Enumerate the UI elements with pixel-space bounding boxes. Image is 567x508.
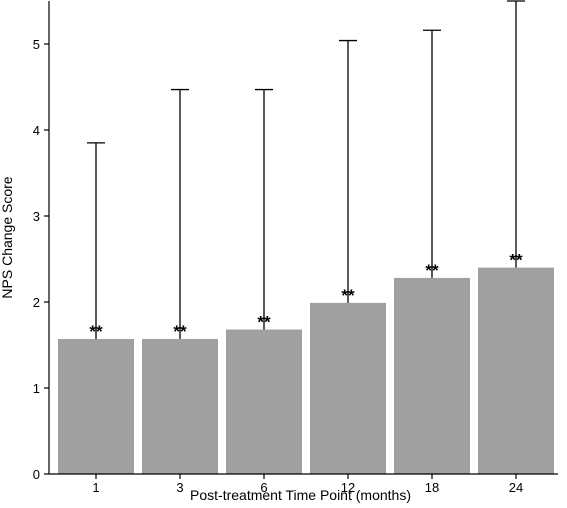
significance-label-24: ** [509, 251, 523, 270]
y-tick-label-4: 4 [33, 123, 40, 138]
y-tick-label-3: 3 [33, 209, 40, 224]
x-tick-label-1: 1 [92, 480, 99, 495]
y-tick-label-2: 2 [33, 295, 40, 310]
y-tick-label-5: 5 [33, 37, 40, 52]
bar-3 [142, 338, 218, 474]
error-bars-layer [87, 0, 525, 339]
bar-18 [394, 277, 470, 474]
x-axis-ticks: 1 3 6 12 18 24 [92, 474, 523, 495]
significance-label-3: ** [173, 322, 187, 341]
bar-1 [58, 338, 134, 474]
significance-label-6: ** [257, 313, 271, 332]
x-tick-label-12: 12 [341, 480, 355, 495]
x-axis-title: Post-treatment Time Point (months) [190, 487, 411, 503]
significance-labels-layer: ** ** ** ** ** ** [89, 251, 523, 341]
x-tick-label-18: 18 [425, 480, 439, 495]
bar-24 [478, 267, 554, 474]
significance-label-1: ** [89, 322, 103, 341]
y-axis-ticks: 0 1 2 3 4 5 [33, 37, 49, 482]
y-tick-label-0: 0 [33, 467, 40, 482]
bars-layer [58, 267, 554, 474]
x-tick-label-3: 3 [176, 480, 183, 495]
bar-12 [310, 302, 386, 474]
x-tick-label-24: 24 [509, 480, 523, 495]
y-axis-title: NPS Change Score [0, 176, 15, 298]
significance-label-12: ** [341, 286, 355, 305]
x-tick-label-6: 6 [260, 480, 267, 495]
y-tick-label-1: 1 [33, 381, 40, 396]
bar-6 [226, 329, 302, 474]
significance-label-18: ** [425, 261, 439, 280]
